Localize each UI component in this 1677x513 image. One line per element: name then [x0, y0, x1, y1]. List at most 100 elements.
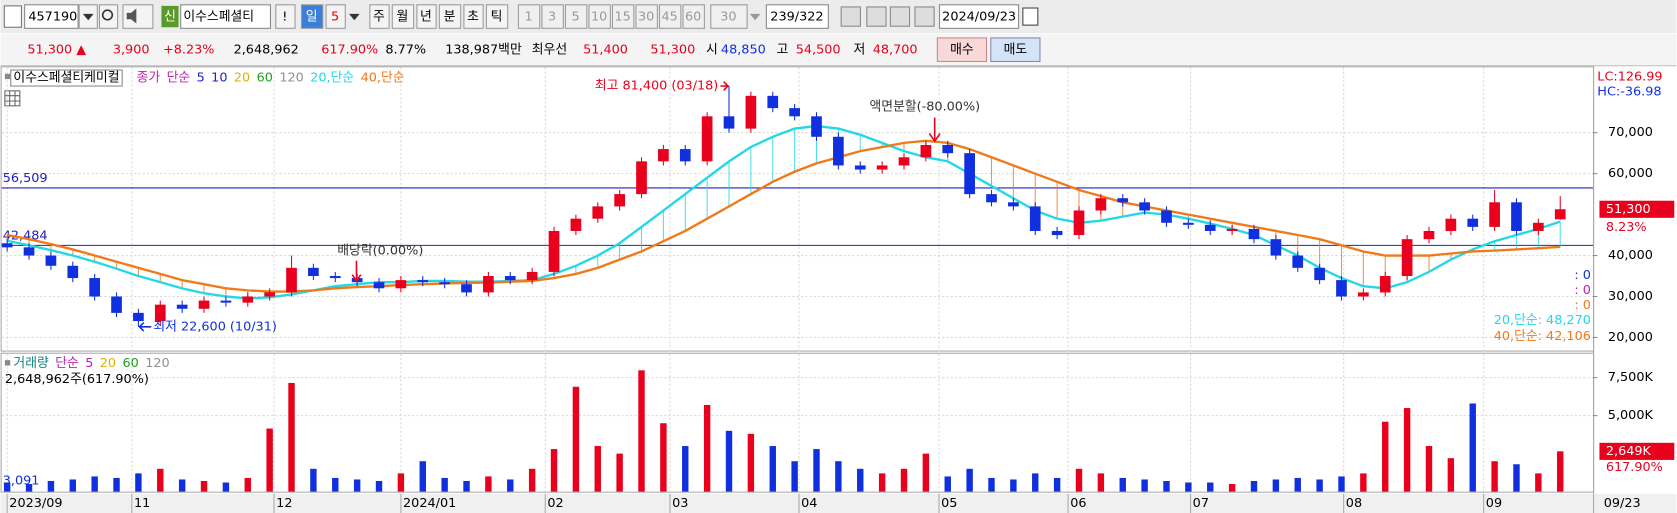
candle-body: [308, 267, 319, 277]
volume-bar: [747, 433, 755, 492]
toolbar-button[interactable]: [485, 4, 509, 29]
legend-square: [4, 73, 11, 80]
date-box[interactable]: [938, 4, 1020, 29]
quote-open-label: 시: [706, 43, 718, 58]
volume-bar: [1053, 477, 1061, 492]
volume-bar: [857, 468, 864, 492]
volume-bar: [1032, 473, 1039, 492]
toolbar-button[interactable]: [710, 4, 748, 29]
icon[interactable]: [3, 5, 22, 28]
x-tick-label: 08: [1346, 496, 1362, 511]
toolbar-button[interactable]: [611, 4, 635, 29]
candle-body: [1117, 198, 1129, 203]
toolbar-button[interactable]: [391, 4, 415, 29]
legend-entry: 40,단순: [361, 71, 405, 86]
annotation-split: 액면분할(-80.00%): [869, 99, 980, 114]
toolbar-button[interactable]: [682, 4, 705, 29]
volume-bar: [135, 473, 142, 492]
toolbar-button[interactable]: [517, 4, 541, 29]
candle-body: [373, 282, 385, 289]
volume-bar: [25, 484, 33, 492]
table-icon[interactable]: [4, 90, 21, 107]
corner-label: LC:126.99: [1597, 69, 1662, 84]
legend-entry: 120: [145, 356, 169, 371]
toolbar-button[interactable]: [564, 4, 588, 29]
candle-body: [286, 267, 297, 293]
volume-bar: [966, 468, 973, 492]
candle-body: [1270, 239, 1282, 256]
tool-icon[interactable]: [866, 6, 887, 27]
badge-bg: [161, 5, 179, 28]
candle-body: [876, 165, 888, 170]
volume-bar: [703, 404, 711, 492]
candle-body: [570, 218, 582, 231]
sound-glyph: [126, 8, 137, 24]
candle-body: [483, 276, 494, 293]
toolbar-button[interactable]: [325, 4, 346, 29]
date: 2024/09/23: [942, 10, 1016, 25]
tool-icon[interactable]: [914, 6, 935, 27]
candle-body: [1314, 267, 1325, 281]
candle-body: [723, 116, 735, 129]
candle-body: [1533, 222, 1544, 231]
volume-bar: [616, 453, 623, 492]
volume-bar: [485, 476, 492, 492]
candle-body: [1008, 202, 1019, 207]
toolbar-label: 년: [420, 10, 432, 25]
legend-entry: 10: [211, 71, 227, 86]
volume-bar: [1250, 480, 1258, 492]
toolbar-button[interactable]: [275, 4, 296, 29]
volume-bar: [441, 477, 448, 492]
legend-entry: 이수스페셜티케미컬: [13, 71, 119, 86]
toolbar-button[interactable]: [369, 4, 390, 29]
volume-bar: [113, 477, 120, 492]
candle-body: [264, 292, 275, 297]
corner-label: HC:-36.98: [1597, 84, 1661, 99]
side-mark: : 0: [1574, 283, 1591, 298]
candle-body: [898, 157, 910, 166]
candle-body: [176, 304, 188, 309]
candle-body: [1095, 198, 1107, 211]
legend-entry: 종가: [137, 71, 161, 86]
sound-button[interactable]: [122, 4, 154, 29]
candle-body: [811, 116, 822, 137]
toolbar-button[interactable]: [635, 4, 658, 29]
tool-icon[interactable]: [889, 6, 911, 27]
toolbar-button[interactable]: [416, 4, 437, 29]
quote-best-bid: 51,300: [650, 43, 695, 58]
sell-button[interactable]: [990, 37, 1041, 62]
candle-body: [1, 243, 13, 248]
annotation-arrow: [351, 260, 362, 283]
volume-bar: [1207, 482, 1214, 492]
volume-bar: [1469, 403, 1476, 492]
annotation-high: 최고 81,400 (03/18): [595, 79, 718, 94]
last-volume-label: 2,649K: [1606, 444, 1652, 459]
y-tick-label: 20,000: [1608, 330, 1653, 345]
buy-button[interactable]: [936, 37, 988, 62]
name-box[interactable]: [180, 4, 271, 29]
candle-body: [242, 296, 254, 303]
tool-icon[interactable]: [840, 6, 861, 27]
candle-body: [942, 144, 954, 154]
legend-entry: 20: [100, 356, 116, 371]
volume-bar: [463, 480, 470, 492]
toolbar-button[interactable]: [300, 4, 324, 29]
legend-entry: 60: [257, 71, 273, 86]
candle-body: [1161, 210, 1172, 223]
toolbar-button[interactable]: [541, 4, 564, 29]
calendar-icon[interactable]: [1022, 7, 1039, 26]
badge: 신: [164, 10, 176, 25]
toolbar-button[interactable]: [588, 4, 611, 29]
toolbar-button[interactable]: [658, 4, 682, 29]
count-box: [765, 4, 829, 29]
candle-body: [1204, 224, 1216, 231]
toolbar-button[interactable]: [438, 4, 462, 29]
candle-body: [1183, 222, 1194, 225]
volume-bar: [878, 473, 886, 492]
candle-body: [1467, 218, 1479, 227]
code-input[interactable]: [24, 4, 79, 29]
legend-entry: 거래량: [13, 356, 49, 371]
sell-label: 매도: [1004, 43, 1028, 58]
candle-body: [439, 282, 450, 285]
toolbar-button[interactable]: [463, 4, 484, 29]
